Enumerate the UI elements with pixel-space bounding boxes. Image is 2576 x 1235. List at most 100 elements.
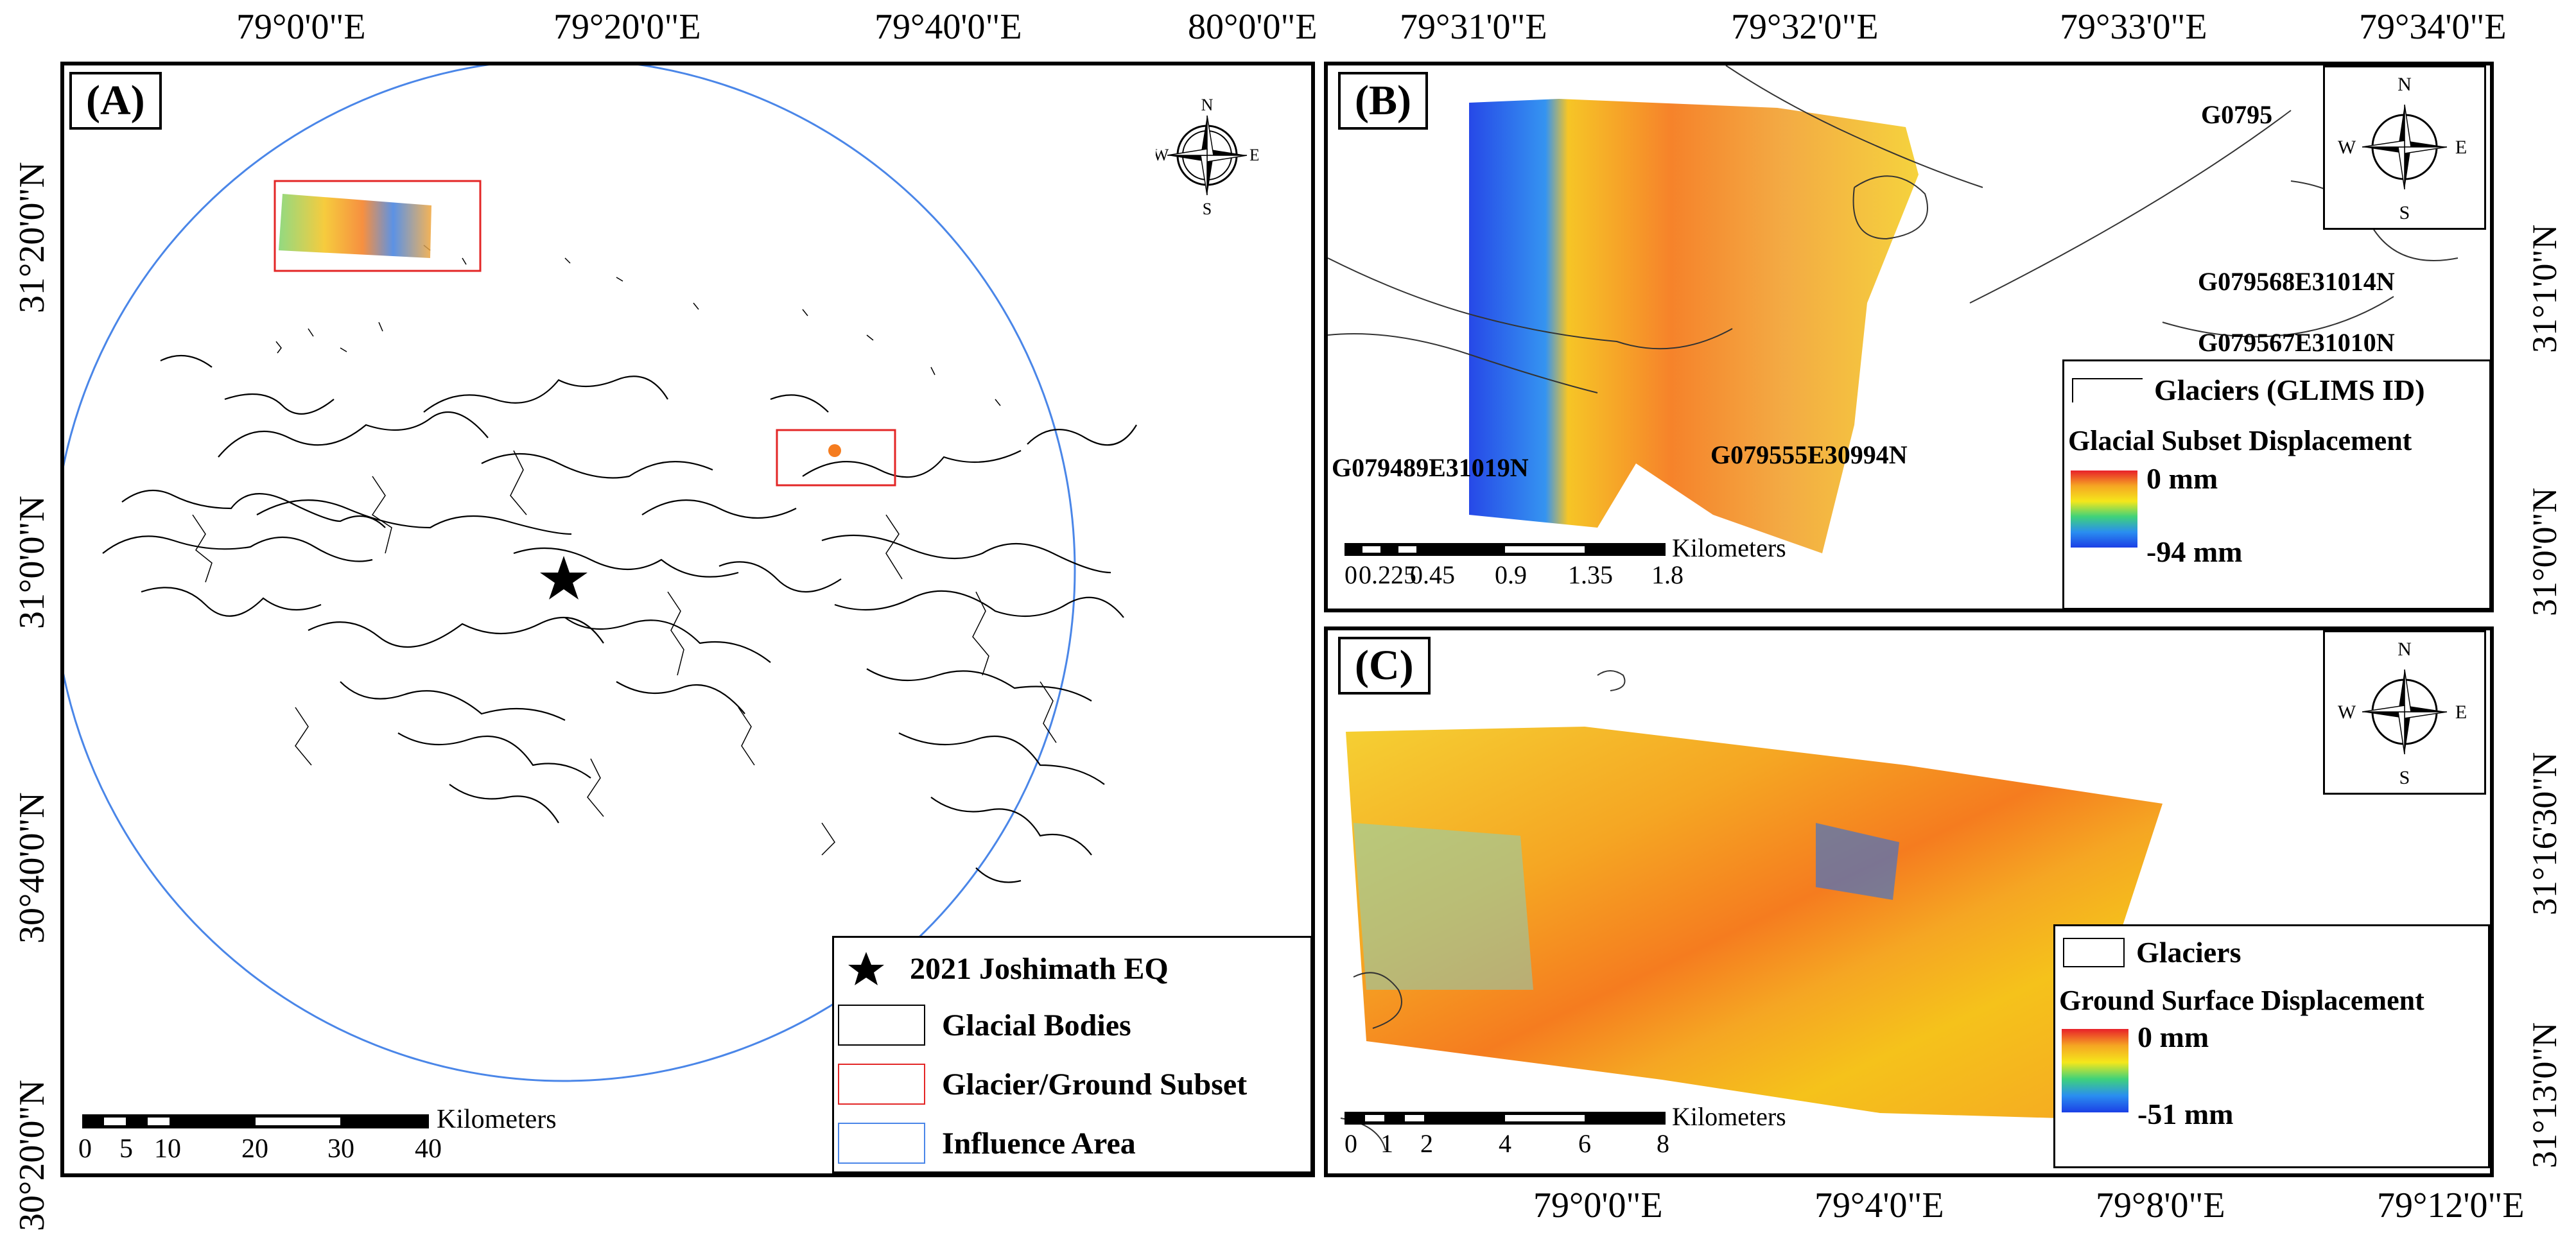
panel-b-top-tick: 79°34'0"E bbox=[2359, 7, 2507, 47]
ground-displacement-raster bbox=[1346, 727, 2163, 1118]
scale-tick: 20 bbox=[241, 1134, 268, 1164]
panel-c-compass-box: N S E W bbox=[2323, 630, 2486, 795]
scale-tick: 0.225 bbox=[1359, 560, 1416, 589]
panel-c-bottom-tick: 79°4'0"E bbox=[1815, 1186, 1944, 1225]
legend-label-epicenter: 2021 Joshimath EQ bbox=[910, 951, 1169, 986]
panel-c: (C) N S E W Glaciers Ground Surface Disp… bbox=[1324, 626, 2494, 1177]
scale-tick: 1 bbox=[1380, 1129, 1393, 1158]
glacial-bodies-outlines bbox=[102, 354, 1137, 883]
panel-a-scalebar: Kilometers 0 5 10 20 30 40 bbox=[78, 1105, 596, 1173]
legend-min: -94 mm bbox=[2146, 535, 2243, 568]
compass-w: W bbox=[1156, 146, 1169, 164]
panel-a-left-tick: 30°20'0"N bbox=[12, 1080, 52, 1231]
panel-c-tag: (C) bbox=[1338, 637, 1431, 695]
scale-tick: 10 bbox=[154, 1134, 181, 1164]
svg-text:E: E bbox=[2455, 702, 2467, 723]
panel-b-tag: (B) bbox=[1338, 72, 1428, 130]
panel-a-left-tick: 31°0'0"N bbox=[12, 496, 52, 629]
scale-tick: 4 bbox=[1499, 1129, 1511, 1158]
legend-label-subset: Glacier/Ground Subset bbox=[942, 1067, 1248, 1101]
scale-tick: 0.9 bbox=[1495, 560, 1527, 589]
svg-text:E: E bbox=[2455, 137, 2467, 158]
legend-color-ramp bbox=[2071, 471, 2137, 548]
glacier-id-label: G079555E30994N bbox=[1710, 440, 1908, 469]
panel-b-right-tick: 31°1'0"N bbox=[2525, 224, 2564, 353]
subset-rect-c bbox=[274, 180, 482, 272]
panel-a-legend: 2021 Joshimath EQ Glacial Bodies Glacier… bbox=[832, 936, 1311, 1173]
glacial-bodies-outlines-fine bbox=[192, 245, 1057, 856]
panel-c-bottom-tick: 79°8'0"E bbox=[2096, 1186, 2225, 1225]
compass-icon: N S E W bbox=[2338, 74, 2467, 223]
scale-tick: 6 bbox=[1578, 1129, 1591, 1158]
compass-icon: N S E W bbox=[1156, 96, 1258, 218]
subset-thumbnail-b bbox=[828, 444, 841, 457]
svg-text:S: S bbox=[2399, 767, 2410, 788]
scale-tick: 2 bbox=[1420, 1129, 1433, 1158]
panel-b-scalebar: Kilometers 0 0.225 0.45 0.9 1.35 1.8 bbox=[1345, 533, 1832, 601]
scale-tick: 30 bbox=[327, 1134, 354, 1164]
panel-b-right-tick: 31°0'0"N bbox=[2525, 487, 2564, 616]
subset-rect-b bbox=[776, 429, 896, 487]
panel-b-top-tick: 79°31'0"E bbox=[1400, 7, 1547, 47]
panel-c-map bbox=[1340, 670, 2163, 1151]
panel-a-top-tick: 79°20'0"E bbox=[553, 7, 701, 47]
panel-a: (A) N S E W 2021 Joshimath EQ Glacial Bo… bbox=[60, 62, 1315, 1177]
displacement-patch bbox=[1353, 823, 1533, 990]
legend-line-glaciers bbox=[2072, 377, 2143, 402]
legend-max: 0 mm bbox=[2146, 462, 2218, 495]
scale-tick: 0 bbox=[1345, 1129, 1357, 1158]
glacier-id-label: G079567E31010N bbox=[2198, 328, 2395, 357]
compass-n: N bbox=[1201, 96, 1214, 114]
panel-a-top-tick: 79°0'0"E bbox=[236, 7, 366, 47]
panel-a-top-tick: 79°40'0"E bbox=[875, 7, 1022, 47]
legend-label-influence: Influence Area bbox=[942, 1126, 1136, 1161]
legend-min: -51 mm bbox=[2137, 1098, 2234, 1130]
panel-a-tag: (A) bbox=[69, 72, 162, 130]
panel-c-legend: Glaciers Ground Surface Displacement 0 m… bbox=[2053, 924, 2490, 1168]
glacier-id-label: G079568E31014N bbox=[2198, 267, 2395, 296]
scale-tick: 1.35 bbox=[1568, 560, 1613, 589]
panel-c-scalebar: Kilometers 0 1 2 4 6 8 bbox=[1345, 1102, 1832, 1170]
legend-ramp-title: Ground Surface Displacement bbox=[2059, 985, 2424, 1016]
scale-tick: 0 bbox=[78, 1134, 92, 1164]
legend-star-icon bbox=[848, 952, 884, 985]
legend-max: 0 mm bbox=[2137, 1021, 2209, 1053]
svg-text:N: N bbox=[2398, 74, 2412, 95]
scale-tick: 40 bbox=[415, 1134, 442, 1164]
scale-tick: 0 bbox=[1345, 560, 1357, 589]
glacial-displacement-raster bbox=[1469, 99, 1919, 553]
scale-tick: 5 bbox=[119, 1134, 133, 1164]
svg-text:N: N bbox=[2398, 639, 2412, 660]
panel-b-legend: Glaciers (GLIMS ID) Glacial Subset Displ… bbox=[2062, 359, 2490, 609]
compass-e: E bbox=[1249, 146, 1258, 164]
displacement-patch bbox=[1816, 823, 1899, 900]
panel-c-right-tick: 31°13'0"N bbox=[2525, 1022, 2564, 1168]
panel-b-top-tick: 79°33'0"E bbox=[2060, 7, 2207, 47]
legend-label-glaciers: Glaciers bbox=[2136, 936, 2241, 969]
panel-c-bottom-tick: 79°0'0"E bbox=[1533, 1186, 1663, 1225]
legend-label-glacial: Glacial Bodies bbox=[942, 1008, 1131, 1042]
scale-unit: Kilometers bbox=[437, 1105, 557, 1134]
panel-c-bottom-tick: 79°12'0"E bbox=[2377, 1186, 2525, 1225]
panel-a-left-tick: 30°40'0"N bbox=[12, 792, 52, 944]
scale-tick: 0.45 bbox=[1410, 560, 1455, 589]
compass-s: S bbox=[1203, 200, 1212, 218]
subset-thumbnail-c bbox=[279, 194, 431, 258]
panel-b-map: G0795 G079568E31014N G079567E31010N G079… bbox=[1328, 65, 2478, 605]
panel-a-left-tick: 31°20'0"N bbox=[12, 162, 52, 313]
legend-color-ramp bbox=[2062, 1029, 2128, 1112]
influence-area-circle bbox=[64, 65, 1076, 1082]
scale-unit: Kilometers bbox=[1672, 1102, 1786, 1131]
legend-swatch-subset bbox=[838, 1064, 925, 1105]
panel-b: G0795 G079568E31014N G079567E31010N G079… bbox=[1324, 62, 2494, 612]
panel-a-map bbox=[64, 65, 1137, 1082]
glacier-id-label: G079489E31019N bbox=[1332, 453, 1529, 482]
legend-label-glaciers: Glaciers (GLIMS ID) bbox=[2154, 374, 2425, 406]
legend-swatch-glaciers bbox=[2063, 937, 2125, 967]
scale-tick: 1.8 bbox=[1651, 560, 1684, 589]
scale-unit: Kilometers bbox=[1672, 533, 1786, 562]
svg-text:W: W bbox=[2338, 137, 2356, 158]
epicenter-star-icon bbox=[540, 556, 587, 600]
legend-swatch-influence bbox=[838, 1123, 925, 1164]
svg-text:W: W bbox=[2338, 702, 2356, 723]
